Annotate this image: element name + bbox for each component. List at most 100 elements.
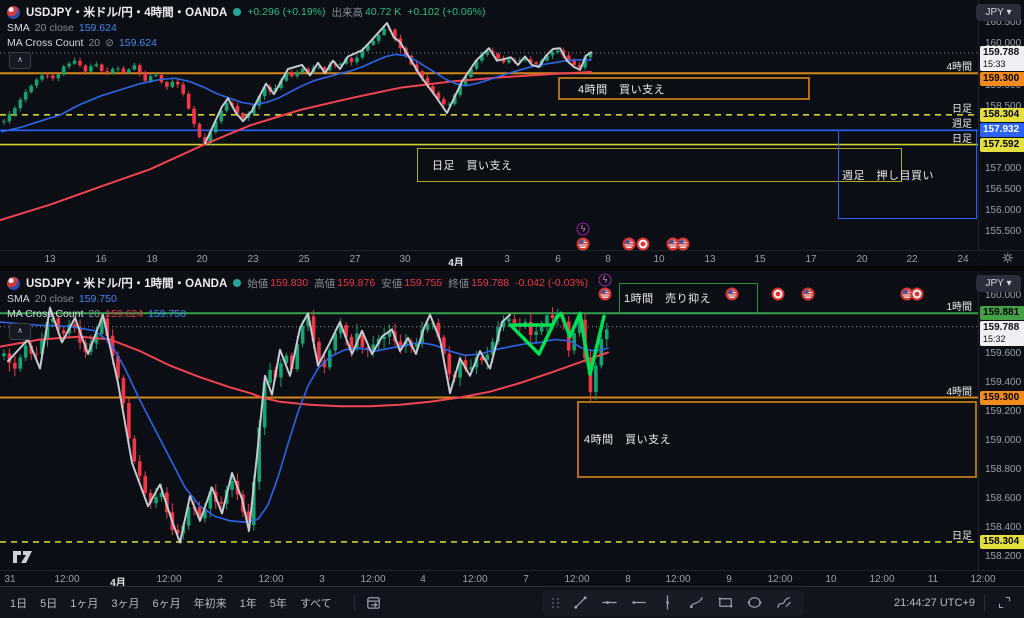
sma-slow-red[interactable] (0, 71, 592, 222)
price-scale-label: 158.500 (985, 100, 1022, 112)
economic-event-us-icon[interactable] (801, 287, 815, 301)
trend-line-tool-button[interactable] (571, 593, 591, 613)
drawing-toolbar (541, 589, 804, 616)
price-axis[interactable]: 160.000 159.600 159.400 159.200 159.000 158.8… (978, 271, 1024, 586)
time-label: 3 (319, 574, 325, 585)
symbol-title[interactable]: USDJPY・米ドル/円・4時間・OANDA (26, 7, 228, 19)
level-label: 日足 (952, 103, 972, 115)
signature-tool-button[interactable] (774, 593, 794, 613)
economic-event-us-icon[interactable] (622, 237, 636, 251)
collapse-pane-button[interactable]: ∧ (9, 52, 31, 69)
price-scale-label: 156.000 (985, 205, 1022, 216)
indicator-params: 20 close (34, 293, 74, 305)
time-label: 30 (399, 254, 411, 265)
vertical-line-tool-button[interactable] (658, 593, 678, 613)
symbol-row[interactable]: USDJPY・米ドル/円・4時間・OANDA +0.296 (+0.19%) 出来高… (7, 4, 485, 20)
symbol-row[interactable]: USDJPY・米ドル/円・1時間・OANDA 始値 159.830 高値 159.876… (7, 275, 588, 291)
calendar-icon (367, 597, 380, 609)
time-label: 27 (349, 254, 361, 265)
time-label: 8 (605, 254, 611, 265)
symbol-title[interactable]: USDJPY・米ドル/円・1時間・OANDA (26, 278, 228, 290)
time-label: 20 (856, 254, 868, 265)
indicator-row[interactable]: MA Cross Count 20 159.624 159.750 (7, 308, 186, 320)
horizontal-ray-tool-button[interactable] (629, 593, 649, 613)
realtime-dot-icon (233, 279, 242, 287)
range-button-5日[interactable]: 5日 (40, 597, 58, 610)
range-button-6ヶ月[interactable]: 6ヶ月 (152, 597, 181, 610)
vertical-line-icon (666, 595, 670, 610)
ma-cross-count-line[interactable] (204, 22, 592, 145)
economic-event-us-icon[interactable] (676, 237, 690, 251)
time-label: 16 (95, 254, 107, 265)
time-axis-settings[interactable] (1002, 252, 1015, 270)
range-button-5年[interactable]: 5年 (269, 597, 287, 610)
indicator-name: SMA (7, 22, 30, 34)
zone-daily-support[interactable]: 日足 買い支え (417, 147, 902, 183)
ohlc-value: 159.830 (270, 277, 309, 289)
clock[interactable]: 21:44:27 UTC+9 (893, 596, 975, 609)
indicator-value: 159.750 (78, 293, 117, 305)
economic-event-us-icon[interactable] (598, 287, 612, 301)
indicator-row[interactable]: MA Cross Count 20 ⊘ 159.624 (7, 37, 157, 49)
range-button-年初来[interactable]: 年初来 (193, 597, 227, 610)
price-axis[interactable]: 160.500160.000159.000158.500157.000156.5… (978, 0, 1024, 266)
brush-icon (690, 597, 704, 609)
price-badge: 159.788 15:33 (980, 45, 1024, 71)
collapse-pane-button[interactable]: ∧ (9, 323, 31, 340)
chart-canvas[interactable] (0, 0, 978, 250)
range-button-3ヶ月[interactable]: 3ヶ月 (111, 597, 140, 610)
energy-event-icon[interactable]: ϟ (576, 222, 590, 236)
annotation-label: 1時間 売り抑え (624, 293, 712, 306)
zone-4h-support[interactable]: 4時間 買い支え (558, 77, 810, 100)
time-label: 12:00 (869, 574, 895, 585)
indicator-name: SMA (7, 293, 30, 305)
level-lines[interactable] (0, 52, 978, 146)
time-axis[interactable]: 31 12:00 4月 12:00 2 12:00 3 12:00 4 12:00 7 12:00 8 1… (0, 570, 1024, 589)
zone-1h-resistance[interactable]: 1時間 売り抑え (619, 282, 758, 314)
time-label: 6 (555, 254, 561, 265)
indicator-row[interactable]: SMA 20 close 159.624 (7, 22, 117, 34)
energy-event-icon[interactable]: ϟ (598, 273, 612, 287)
currency-dropdown[interactable]: JPY ▾ (976, 4, 1021, 21)
range-buttons: 1日 5日 1ヶ月 3ヶ月 6ヶ月 年初来 1年 5年 すべて (10, 595, 345, 611)
time-label: 25 (298, 254, 310, 265)
economic-event-jp-icon[interactable] (771, 287, 785, 301)
economic-event-us-icon[interactable] (576, 237, 590, 251)
economic-event-us-icon[interactable] (725, 287, 739, 301)
time-axis[interactable]: 13 16 18 20 23 25 27 30 4月 3 6 8 10 13 15 17 20 22 24 (0, 250, 1024, 269)
maximize-icon[interactable] (994, 593, 1014, 613)
time-label: 31 (4, 574, 16, 585)
time-label: 3 (504, 254, 510, 265)
ma-cross-highlight[interactable] (510, 311, 606, 377)
zone-4h-support[interactable]: 4時間 買い支え (577, 400, 977, 478)
range-button-1ヶ月[interactable]: 1ヶ月 (70, 597, 99, 610)
sma-slow-red[interactable] (0, 335, 609, 408)
time-label: 15 (754, 254, 766, 265)
range-button-1年[interactable]: 1年 (239, 597, 257, 610)
sma-20-blue[interactable] (0, 321, 609, 523)
horizontal-line-tool-button[interactable] (600, 593, 620, 613)
go-to-date-button[interactable] (364, 593, 384, 613)
zone-weekly-dip-buy[interactable]: 週足 押し目買い (838, 130, 977, 220)
currency-dropdown[interactable]: JPY ▾ (976, 275, 1021, 292)
time-label: 24 (957, 254, 969, 265)
circle-tool-button[interactable] (745, 593, 765, 613)
range-button-1日[interactable]: 1日 (10, 597, 28, 610)
time-label: 23 (247, 254, 259, 265)
range-button-すべて[interactable]: すべて (299, 597, 332, 610)
time-label: 22 (906, 254, 918, 265)
drag-handle-icon[interactable] (551, 597, 560, 608)
sma-20-blue[interactable] (1, 53, 592, 133)
chart-canvas[interactable] (0, 271, 978, 570)
rectangle-tool-button[interactable] (716, 593, 736, 613)
brush-tool-button[interactable] (687, 593, 707, 613)
tradingview-logo[interactable] (12, 548, 34, 569)
economic-event-jp-icon[interactable] (910, 287, 924, 301)
pane-divider[interactable] (0, 266, 1024, 271)
indicator-row[interactable]: SMA 20 close 159.750 (7, 293, 117, 305)
ma-cross-count-line[interactable] (7, 306, 511, 544)
countdown: 15:33 (983, 58, 1006, 69)
economic-event-jp-icon[interactable] (636, 237, 650, 251)
level-lines[interactable] (0, 312, 978, 543)
price-scale-label: 158.800 (985, 464, 1022, 475)
